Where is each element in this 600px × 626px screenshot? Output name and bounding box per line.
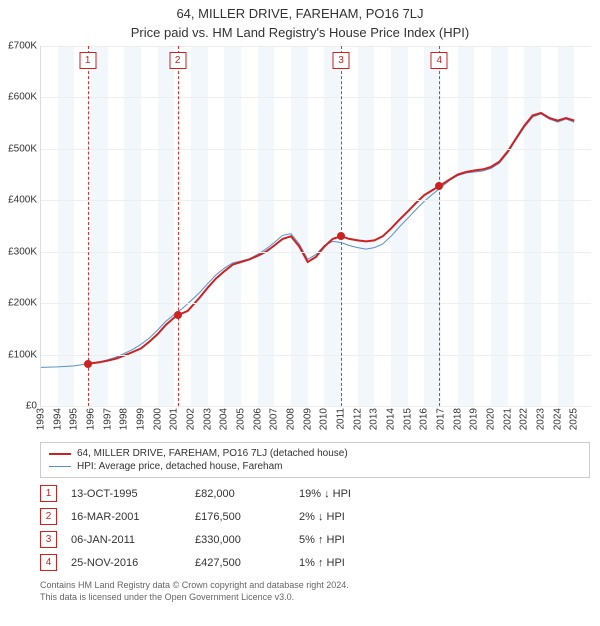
x-axis-label: 2000 xyxy=(152,408,163,430)
legend-label-subject: 64, MILLER DRIVE, FAREHAM, PO16 7LJ (det… xyxy=(77,448,348,459)
y-axis-label: £700K xyxy=(1,41,37,52)
sale-date: 13-OCT-1995 xyxy=(71,488,181,500)
sale-price: £82,000 xyxy=(195,488,285,500)
x-axis-label: 1999 xyxy=(136,408,147,430)
sale-marker-box: 2 xyxy=(169,52,186,69)
x-axis-label: 2014 xyxy=(386,408,397,430)
gridline-h xyxy=(41,252,591,253)
x-axis-label: 2020 xyxy=(486,408,497,430)
sale-price: £330,000 xyxy=(195,534,285,546)
chart-area: £0£100K£200K£300K£400K£500K£600K£700K199… xyxy=(40,46,590,436)
sale-marker-line xyxy=(439,46,440,406)
x-axis-label: 2018 xyxy=(452,408,463,430)
chart-title: 64, MILLER DRIVE, FAREHAM, PO16 7LJ xyxy=(0,6,600,21)
footer-attribution: Contains HM Land Registry data © Crown c… xyxy=(40,580,590,603)
legend-item: 64, MILLER DRIVE, FAREHAM, PO16 7LJ (det… xyxy=(49,447,581,460)
sale-point-icon xyxy=(174,311,182,319)
sale-price: £427,500 xyxy=(195,557,285,569)
x-axis-label: 2022 xyxy=(519,408,530,430)
gridline-h xyxy=(41,97,591,98)
sale-marker-line xyxy=(341,46,342,406)
sale-marker-line xyxy=(178,46,179,406)
x-axis-label: 2004 xyxy=(219,408,230,430)
legend-item: HPI: Average price, detached house, Fare… xyxy=(49,460,581,473)
sales-row: 1 13-OCT-1995 £82,000 19% ↓ HPI xyxy=(40,482,590,505)
legend-swatch-subject xyxy=(49,453,71,455)
x-axis-label: 2024 xyxy=(552,408,563,430)
gridline-h xyxy=(41,303,591,304)
x-axis-label: 2015 xyxy=(402,408,413,430)
x-axis-label: 2023 xyxy=(536,408,547,430)
x-axis-label: 2007 xyxy=(269,408,280,430)
sale-marker-icon: 4 xyxy=(40,554,57,571)
sale-diff: 1% ↑ HPI xyxy=(299,557,389,569)
gridline-h xyxy=(41,355,591,356)
sale-point-icon xyxy=(84,360,92,368)
x-axis-label: 1994 xyxy=(52,408,63,430)
sale-price: £176,500 xyxy=(195,511,285,523)
y-axis-label: £200K xyxy=(1,298,37,309)
legend-box: 64, MILLER DRIVE, FAREHAM, PO16 7LJ (det… xyxy=(40,442,590,478)
y-axis-label: £600K xyxy=(1,92,37,103)
x-axis-label: 2009 xyxy=(302,408,313,430)
line-series-svg xyxy=(41,46,591,406)
sales-row: 2 16-MAR-2001 £176,500 2% ↓ HPI xyxy=(40,505,590,528)
sale-marker-line xyxy=(88,46,89,406)
hpi-line xyxy=(41,114,574,368)
x-axis-label: 1997 xyxy=(102,408,113,430)
sale-point-icon xyxy=(435,182,443,190)
gridline-h xyxy=(41,200,591,201)
gridline-h xyxy=(41,406,591,407)
x-axis-label: 2016 xyxy=(419,408,430,430)
plot-region: £0£100K£200K£300K£400K£500K£600K£700K199… xyxy=(40,46,591,407)
sale-diff: 19% ↓ HPI xyxy=(299,488,389,500)
x-axis-label: 2003 xyxy=(202,408,213,430)
x-axis-label: 2006 xyxy=(252,408,263,430)
x-axis-label: 2010 xyxy=(319,408,330,430)
sales-row: 3 06-JAN-2011 £330,000 5% ↑ HPI xyxy=(40,528,590,551)
y-axis-label: £100K xyxy=(1,349,37,360)
x-axis-label: 2013 xyxy=(369,408,380,430)
sale-date: 25-NOV-2016 xyxy=(71,557,181,569)
gridline-h xyxy=(41,46,591,47)
legend-swatch-hpi xyxy=(49,466,71,467)
sale-point-icon xyxy=(337,232,345,240)
footer-line-1: Contains HM Land Registry data © Crown c… xyxy=(40,580,590,592)
x-axis-label: 2025 xyxy=(569,408,580,430)
x-axis-label: 2002 xyxy=(186,408,197,430)
sale-marker-icon: 2 xyxy=(40,508,57,525)
sales-table: 1 13-OCT-1995 £82,000 19% ↓ HPI 2 16-MAR… xyxy=(40,482,590,574)
sale-date: 06-JAN-2011 xyxy=(71,534,181,546)
sale-diff: 5% ↑ HPI xyxy=(299,534,389,546)
x-axis-label: 2017 xyxy=(436,408,447,430)
sales-row: 4 25-NOV-2016 £427,500 1% ↑ HPI xyxy=(40,551,590,574)
sale-marker-box: 4 xyxy=(431,52,448,69)
gridline-h xyxy=(41,149,591,150)
legend-label-hpi: HPI: Average price, detached house, Fare… xyxy=(77,461,283,472)
y-axis-label: £300K xyxy=(1,246,37,257)
x-axis-label: 2008 xyxy=(286,408,297,430)
x-axis-label: 1993 xyxy=(36,408,47,430)
y-axis-label: £500K xyxy=(1,143,37,154)
sale-marker-icon: 1 xyxy=(40,485,57,502)
x-axis-label: 2012 xyxy=(352,408,363,430)
x-axis-label: 2019 xyxy=(469,408,480,430)
chart-subtitle: Price paid vs. HM Land Registry's House … xyxy=(0,25,600,40)
sale-marker-icon: 3 xyxy=(40,531,57,548)
sale-marker-box: 3 xyxy=(333,52,350,69)
y-axis-label: £400K xyxy=(1,195,37,206)
x-axis-label: 2011 xyxy=(336,408,347,430)
x-axis-label: 1995 xyxy=(69,408,80,430)
x-axis-label: 2021 xyxy=(502,408,513,430)
sale-diff: 2% ↓ HPI xyxy=(299,511,389,523)
x-axis-label: 1998 xyxy=(119,408,130,430)
y-axis-label: £0 xyxy=(1,401,37,412)
footer-line-2: This data is licensed under the Open Gov… xyxy=(40,592,590,604)
sale-date: 16-MAR-2001 xyxy=(71,511,181,523)
x-axis-label: 1996 xyxy=(86,408,97,430)
x-axis-label: 2001 xyxy=(169,408,180,430)
x-axis-label: 2005 xyxy=(236,408,247,430)
sale-marker-box: 1 xyxy=(79,52,96,69)
